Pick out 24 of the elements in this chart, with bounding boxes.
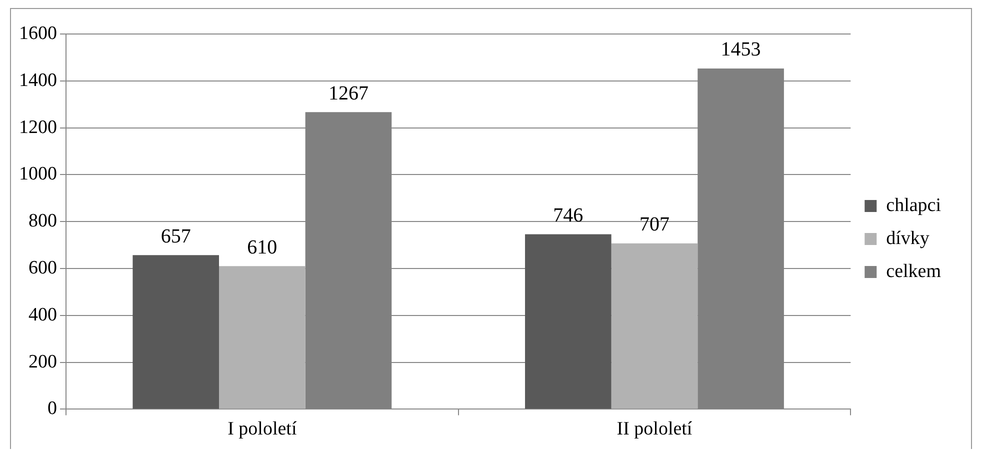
y-tick-label: 200 <box>28 351 57 372</box>
data-label: 657 <box>160 225 191 248</box>
data-label: 1267 <box>328 82 368 104</box>
data-label: 1453 <box>720 38 761 61</box>
y-tick-label: 1400 <box>19 70 57 91</box>
y-tick-label: 600 <box>28 257 57 278</box>
bar <box>525 234 612 409</box>
y-tick-label: 400 <box>28 304 57 326</box>
data-label: 707 <box>639 214 670 236</box>
legend-label: dívky <box>886 228 930 249</box>
data-label: 610 <box>247 236 278 258</box>
x-tick-label: II pololetí <box>616 418 693 440</box>
legend-label: chlapci <box>886 194 941 216</box>
legend-label: celkem <box>886 260 942 282</box>
y-tick-label: 1000 <box>19 164 57 185</box>
y-tick-label: 1200 <box>19 116 57 138</box>
bar <box>132 255 220 409</box>
y-tick-label: 0 <box>48 398 57 420</box>
bar <box>611 243 698 409</box>
y-tick-label: 1600 <box>19 22 57 44</box>
x-tick-label: I pololetí <box>228 418 298 440</box>
y-tick-label: 800 <box>28 210 57 232</box>
data-label: 746 <box>553 204 584 227</box>
bar <box>219 266 306 409</box>
